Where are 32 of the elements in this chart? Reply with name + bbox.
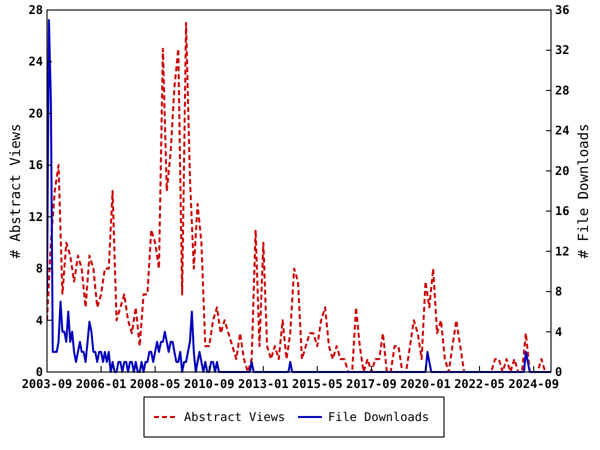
y-tick-label: 0 <box>36 365 43 379</box>
x-tick-label: 2013-01 <box>238 377 289 391</box>
x-tick-label: 2022-05 <box>454 377 505 391</box>
y-tick-label: 20 <box>28 106 43 120</box>
y2-tick-label: 36 <box>555 3 570 17</box>
x-tick-label: 2020-01 <box>400 377 451 391</box>
y-tick-label: 8 <box>36 262 43 276</box>
x-tick-label: 2003-09 <box>22 377 72 391</box>
y-tick-label: 28 <box>28 3 43 17</box>
y-tick-label: 24 <box>28 54 43 69</box>
x-tick-label: 2008-05 <box>130 377 180 391</box>
y-tick-label: 12 <box>28 210 43 224</box>
y-tick-label: 4 <box>36 313 43 328</box>
x-tick-label: 2024-09 <box>508 377 559 391</box>
y2-tick-label: 20 <box>555 164 570 178</box>
y2-axis-title: # File Downloads <box>576 124 592 258</box>
x-tick-label: 2006-01 <box>76 377 126 391</box>
y2-tick-label: 28 <box>555 83 570 98</box>
y-tick-label: 16 <box>28 158 43 172</box>
y-axis-title: # Abstract Views <box>8 124 24 258</box>
x-tick-label: 2010-09 <box>184 377 235 391</box>
legend-label: File Downloads <box>328 410 430 424</box>
x-tick-label: 2017-09 <box>346 377 397 391</box>
legend-label: Abstract Views <box>184 410 286 424</box>
y2-tick-label: 32 <box>555 43 570 58</box>
y2-tick-label: 0 <box>555 365 562 379</box>
y2-tick-label: 12 <box>555 244 570 258</box>
y2-tick-label: 16 <box>555 204 570 218</box>
y2-tick-label: 8 <box>555 284 562 299</box>
x-tick-label: 2015-05 <box>292 377 343 391</box>
y2-tick-label: 4 <box>555 324 562 339</box>
y2-tick-label: 24 <box>555 124 570 138</box>
